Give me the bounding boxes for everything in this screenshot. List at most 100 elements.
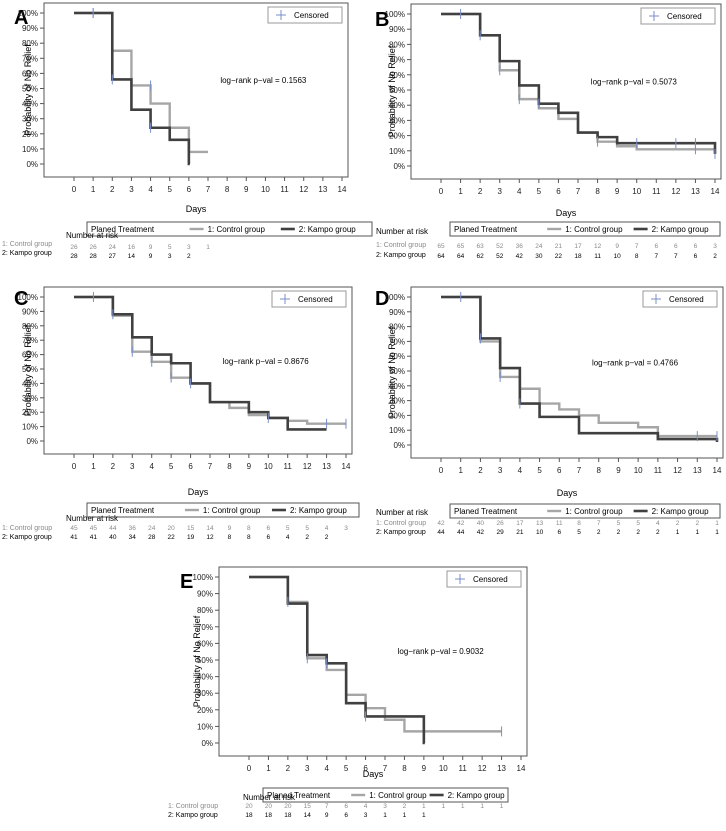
at-risk-count-control: 1 [422, 803, 426, 810]
at-risk-count-kampo: 2 [305, 534, 309, 541]
y-tick-label: 20% [22, 130, 38, 139]
x-tick-label: 12 [299, 185, 308, 194]
at-risk-count-control: 9 [149, 244, 153, 251]
y-axis-label: Probability of No Relief [23, 44, 33, 136]
treatment-legend: Planed Treatment 1: Control group 2: Kampo… [262, 787, 509, 803]
at-risk-count-kampo: 64 [437, 253, 445, 260]
at-risk-count-kampo: 28 [70, 253, 78, 260]
at-risk-count-control: 20 [168, 525, 176, 532]
x-axis-label: Days [186, 204, 207, 214]
at-risk-count-kampo: 41 [70, 534, 78, 541]
treatment-legend-title: Planed Treatment [91, 225, 155, 234]
at-risk-count-control: 9 [228, 525, 232, 532]
x-tick-label: 4 [518, 466, 523, 475]
kampo-curve [441, 295, 719, 443]
treatment-legend: Planed Treatment 1: Control group 2: Kampo… [449, 221, 721, 237]
control-curve [74, 11, 208, 154]
at-risk-count-control: 52 [496, 243, 504, 250]
at-risk-count-control: 6 [344, 803, 348, 810]
x-tick-label: 3 [130, 462, 135, 471]
x-tick-label: 7 [206, 185, 211, 194]
y-tick-label: 30% [389, 116, 405, 125]
at-risk-count-kampo: 5 [577, 529, 581, 536]
y-axis-label: Probability of No Relief [387, 45, 397, 137]
at-risk-count-kampo: 8 [228, 534, 232, 541]
at-risk-count-control: 6 [674, 243, 678, 250]
at-risk-count-control: 3 [187, 244, 191, 251]
km-panel-c: C0%10%20%30%40%50%60%70%80%90%100%0 1 2 3 4 5… [2, 286, 360, 541]
treatment-legend-title: Planed Treatment [454, 225, 518, 234]
y-tick-label: 100% [18, 293, 38, 302]
y-tick-label: 10% [22, 145, 38, 154]
x-tick-label: 3 [305, 764, 310, 773]
x-tick-label: 2 [111, 462, 116, 471]
at-risk-count-control: 45 [90, 525, 98, 532]
y-tick-label: 100% [385, 10, 405, 19]
at-risk-count-kampo: 9 [325, 812, 329, 819]
x-tick-label: 3 [497, 187, 502, 196]
at-risk-count-kampo: 3 [168, 253, 172, 260]
x-tick-label: 7 [576, 187, 581, 196]
at-risk-count-kampo: 27 [109, 253, 117, 260]
at-risk-count-control: 1 [715, 520, 719, 527]
x-tick-label: 5 [537, 187, 542, 196]
censored-legend-box [446, 570, 522, 588]
at-risk-count-kampo: 18 [245, 812, 253, 819]
at-risk-title: Number at risk [376, 227, 429, 236]
at-risk-count-kampo: 2 [713, 253, 717, 260]
at-risk-count-kampo: 40 [109, 534, 117, 541]
y-tick-label: 100% [18, 9, 38, 18]
at-risk-count-control: 24 [109, 244, 117, 251]
at-risk-count-kampo: 6 [694, 253, 698, 260]
at-risk-count-kampo: 2 [187, 253, 191, 260]
legend-kampo-label: 2: Kampo group [652, 507, 709, 516]
at-risk-row-kampo: 2: Kampo group [2, 534, 52, 541]
at-risk-count-kampo: 22 [555, 253, 563, 260]
x-tick-label: 14 [713, 466, 722, 475]
panel-label: E [180, 571, 193, 593]
at-risk-count-control: 15 [187, 525, 195, 532]
x-axis-label: Days [363, 769, 384, 779]
at-risk-count-kampo: 1 [403, 812, 407, 819]
y-tick-label: 0% [201, 739, 213, 748]
x-tick-label: 3 [129, 185, 134, 194]
at-risk-count-kampo: 44 [457, 529, 465, 536]
x-tick-label: 2 [110, 185, 115, 194]
at-risk-count-control: 5 [286, 525, 290, 532]
at-risk-count-control: 42 [457, 520, 465, 527]
censored-legend-box [642, 290, 718, 308]
at-risk-count-control: 2 [676, 520, 680, 527]
panel-label: D [375, 288, 389, 310]
y-tick-label: 90% [389, 308, 405, 317]
legend-control-label: 1: Control group [203, 506, 261, 515]
at-risk-count-kampo: 6 [344, 812, 348, 819]
at-risk-count-kampo: 52 [496, 253, 504, 260]
treatment-legend-box [449, 503, 721, 519]
at-risk-count-kampo: 12 [206, 534, 214, 541]
y-tick-label: 70% [197, 623, 213, 632]
censored-legend-label: Censored [294, 11, 329, 20]
at-risk-count-kampo: 18 [265, 812, 273, 819]
at-risk-count-control: 5 [305, 525, 309, 532]
y-tick-label: 10% [22, 423, 38, 432]
x-tick-label: 6 [557, 466, 562, 475]
y-tick-label: 0% [393, 162, 405, 171]
at-risk-count-control: 36 [516, 243, 524, 250]
y-tick-label: 70% [22, 54, 38, 63]
at-risk-count-control: 13 [536, 520, 544, 527]
x-tick-label: 10 [634, 466, 643, 475]
at-risk-count-kampo: 14 [128, 253, 136, 260]
at-risk-count-kampo: 11 [594, 253, 601, 260]
at-risk-count-kampo: 64 [457, 253, 465, 260]
at-risk-row-kampo: 2: Kampo group [376, 529, 426, 536]
at-risk-count-kampo: 1 [422, 812, 426, 819]
at-risk-count-control: 42 [437, 520, 445, 527]
x-tick-label: 10 [632, 187, 641, 196]
at-risk-count-control: 44 [109, 525, 117, 532]
at-risk-count-control: 40 [477, 520, 485, 527]
x-tick-label: 2 [478, 466, 483, 475]
x-tick-label: 9 [616, 466, 621, 475]
at-risk-title: Number at risk [66, 514, 119, 523]
x-tick-label: 13 [691, 187, 700, 196]
censored-legend: Censored [271, 290, 347, 308]
